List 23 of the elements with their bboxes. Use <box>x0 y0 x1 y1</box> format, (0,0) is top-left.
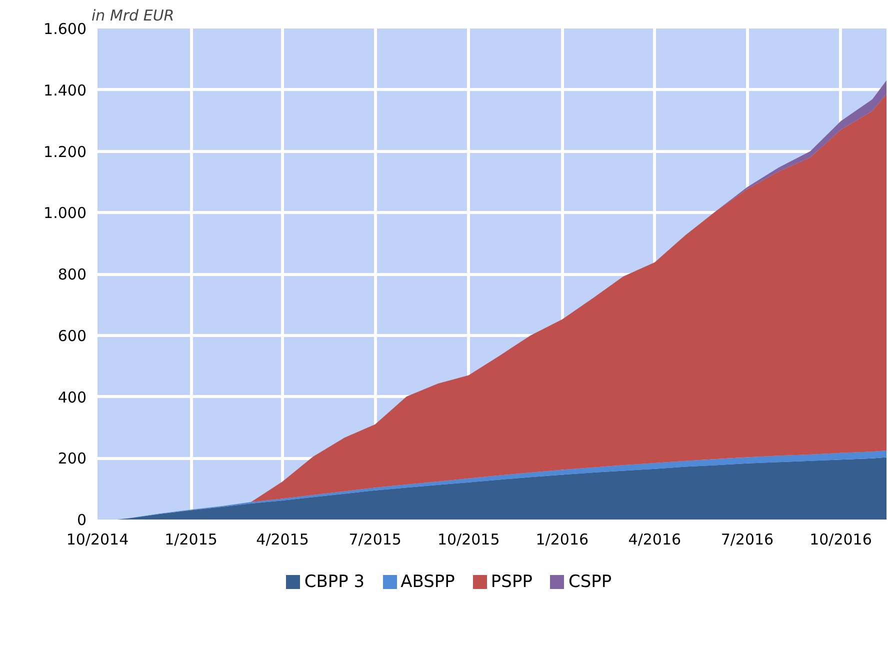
x-tick-label: 10/2016 <box>810 530 872 548</box>
y-tick-label: 1.200 <box>44 142 87 161</box>
y-tick-label: 1.400 <box>44 81 87 100</box>
y-tick-label: 1.000 <box>44 204 87 222</box>
legend-label: CSPP <box>568 571 612 594</box>
y-tick-label: 1.600 <box>44 20 87 38</box>
y-tick-label: 800 <box>58 266 87 284</box>
y-tick-label: 400 <box>58 388 87 406</box>
x-tick-label: 1/2015 <box>164 530 218 548</box>
y-tick-label: 200 <box>58 450 87 468</box>
legend-label: ABSPP <box>400 571 455 594</box>
x-tick-label: 7/2016 <box>720 530 774 548</box>
x-tick-label: 10/2015 <box>437 530 500 548</box>
y-tick-label: 600 <box>58 326 87 345</box>
y-tick-label: 0 <box>76 511 87 529</box>
x-tick-label: 10/2014 <box>66 530 129 548</box>
x-tick-label: 7/2015 <box>348 530 402 548</box>
y-axis-title: in Mrd EUR <box>92 6 174 24</box>
x-tick-label: 1/2016 <box>536 530 589 548</box>
legend-label: PSPP <box>490 571 532 594</box>
x-tick-label: 4/2016 <box>628 530 682 548</box>
x-tick-label: 4/2015 <box>256 530 309 548</box>
legend-label: CBPP 3 <box>304 571 365 594</box>
